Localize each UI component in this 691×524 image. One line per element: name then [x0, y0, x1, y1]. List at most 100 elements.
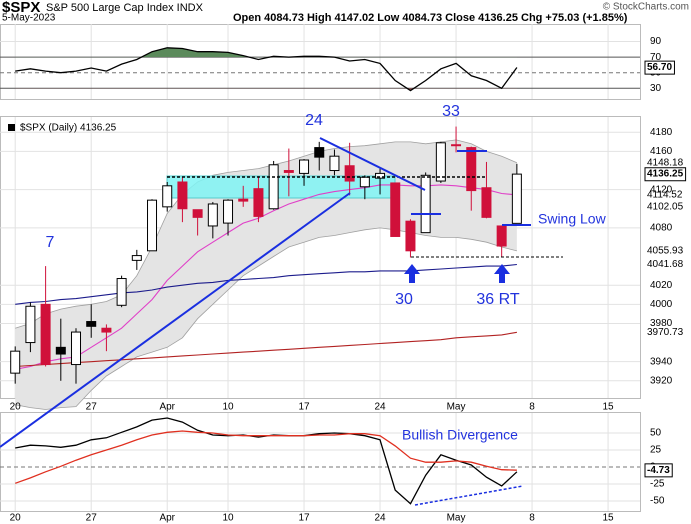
x-tick-label: 10 — [222, 513, 234, 524]
x-tick-label: 17 — [298, 513, 310, 524]
x-tick-label: 20 — [10, 402, 22, 413]
candle-body — [329, 155, 340, 172]
mark-layer — [10, 126, 522, 384]
y-tick-label: 90 — [650, 36, 662, 47]
candle-body — [268, 164, 279, 210]
candle-body — [481, 187, 492, 218]
y-tick-label: -50 — [650, 496, 665, 507]
date: 5-May-2023 — [2, 13, 56, 24]
candle-body — [207, 203, 218, 227]
symbol: $SPX — [2, 0, 40, 16]
moving-average — [15, 331, 517, 368]
price-panel — [0, 116, 641, 399]
trendline — [0, 192, 351, 448]
indicator-line — [14, 430, 517, 484]
candle-body — [511, 173, 522, 224]
x-tick-label: 20 — [10, 513, 22, 524]
annotation: 30 — [395, 291, 413, 308]
arrow — [494, 264, 510, 283]
source: © StockCharts.com — [603, 2, 689, 13]
candle-body — [299, 159, 310, 174]
value-label: 4041.68 — [647, 259, 684, 270]
value-label: 4136.25 — [647, 169, 684, 180]
y-tick-label: 4000 — [650, 299, 673, 310]
annotation: Swing Low — [538, 211, 607, 227]
moving-average — [15, 184, 517, 370]
x-tick-label: 8 — [529, 513, 535, 524]
value-label: 4114.52 — [647, 190, 683, 201]
x-tick-label: 10 — [222, 402, 234, 413]
candle-body — [314, 147, 325, 158]
candle-body — [451, 144, 462, 147]
candle-body — [147, 199, 158, 252]
candle-body — [116, 278, 127, 306]
x-tick-label: May — [447, 513, 466, 524]
candle-body — [435, 142, 446, 182]
x-tick-label: 27 — [86, 402, 98, 413]
band-edge — [15, 227, 517, 410]
value-label-box — [644, 463, 673, 478]
y-tick-label: 25 — [650, 445, 662, 456]
y-tick-label: 4080 — [650, 223, 673, 234]
candle-body — [359, 176, 370, 188]
y-tick-label: 4020 — [650, 280, 673, 291]
candle-body — [177, 181, 188, 210]
candle-body — [55, 346, 66, 355]
x-tick-label: 27 — [86, 513, 98, 524]
x-tick-label: 15 — [603, 513, 615, 524]
candle-body — [223, 199, 234, 224]
y-tick-label: 3980 — [650, 318, 673, 329]
candle-body — [238, 198, 249, 202]
value-label: 56.70 — [647, 62, 672, 73]
value-label: -4.73 — [647, 465, 670, 476]
annotation: 33 — [442, 103, 460, 120]
trendline — [319, 137, 426, 191]
annotation: Bullish Divergence — [402, 427, 518, 443]
candle-body — [162, 185, 173, 208]
candle-body — [496, 225, 507, 247]
candle-body — [375, 172, 386, 179]
grid — [0, 24, 640, 511]
candle-body — [253, 188, 264, 217]
candle-body — [420, 174, 431, 234]
candle-body — [25, 305, 36, 344]
y-tick-label: 3940 — [650, 356, 673, 367]
x-tick-label: May — [447, 402, 466, 413]
line-layer — [14, 47, 518, 505]
arrow — [404, 264, 420, 283]
annotation: 24 — [305, 112, 323, 129]
x-tick-label: 24 — [374, 402, 386, 413]
y-tick-label: 4180 — [650, 127, 673, 138]
x-tick-label: 17 — [298, 402, 310, 413]
candle-body — [390, 182, 401, 237]
value-label-box — [644, 60, 675, 75]
value-label: 3970.73 — [647, 327, 684, 338]
candle-body — [71, 331, 82, 366]
y-tick-label: 4160 — [650, 146, 673, 157]
annotation: 36 RT — [476, 291, 520, 308]
value-label-box — [644, 167, 687, 182]
annotation: 7 — [46, 234, 55, 251]
candle-body — [405, 220, 416, 252]
moving-average — [15, 263, 517, 305]
rsi-panel — [0, 24, 641, 100]
x-tick-label: Apr — [159, 402, 175, 413]
y-tick-label: 30 — [650, 83, 662, 94]
candle-body — [466, 147, 477, 192]
x-tick-label: 15 — [603, 402, 615, 413]
quote: Open 4084.73 High 4147.02 Low 4084.73 Cl… — [233, 12, 628, 24]
candle-body — [101, 327, 112, 333]
y-tick-label: 50 — [650, 428, 662, 439]
label-layer: 20 20 27 27 Apr Apr 10 10 17 17 24 24 May May 8 8 15 15 90… — [10, 36, 687, 524]
candle-body — [131, 255, 142, 261]
candle-body — [86, 321, 97, 327]
indicator-line — [15, 47, 518, 92]
value-label: 4102.05 — [647, 201, 684, 212]
index-name: S&P 500 Large Cap Index INDX — [46, 2, 204, 14]
y-tick-label: 4120 — [650, 184, 673, 195]
value-label: 4148.18 — [647, 157, 684, 168]
drawings: 7 24 33 30 36 RT Swing Low Bullish Diver… — [0, 103, 607, 506]
